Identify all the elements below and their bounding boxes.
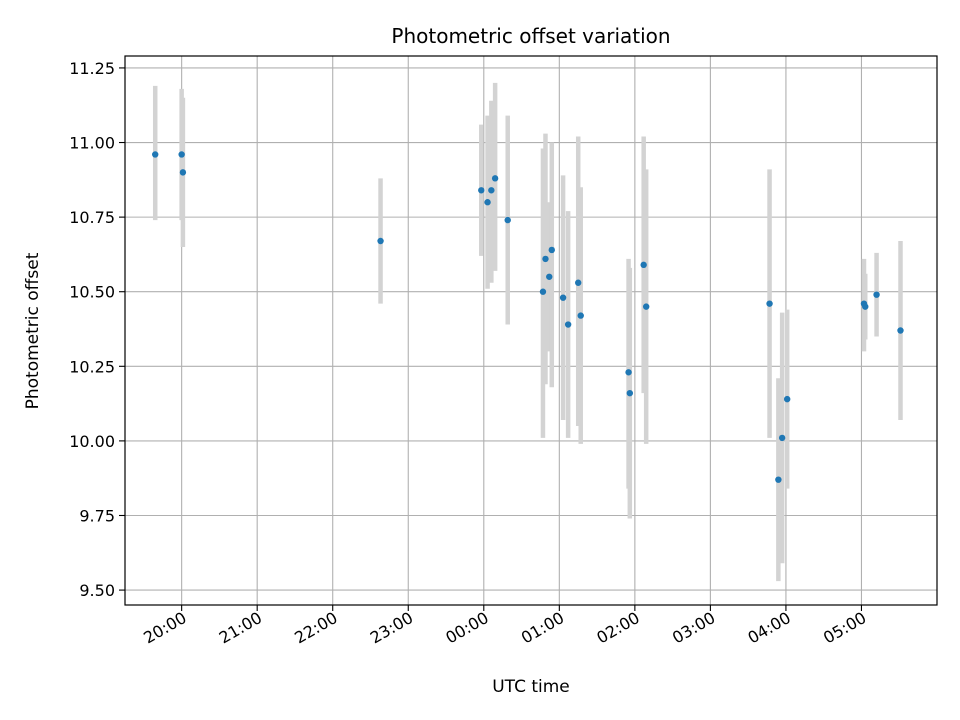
data-point — [484, 199, 491, 206]
data-point — [783, 395, 791, 403]
y-tick-label: 10.25 — [69, 357, 115, 376]
data-point — [766, 300, 773, 307]
data-point — [897, 327, 904, 334]
data-point — [152, 151, 159, 158]
data-point — [625, 369, 632, 376]
chart-title: Photometric offset variation — [391, 24, 670, 48]
data-point — [179, 169, 187, 176]
data-point — [642, 303, 650, 310]
data-point — [577, 312, 584, 319]
data-point — [640, 261, 647, 269]
data-point — [778, 434, 786, 442]
data-point — [377, 237, 384, 245]
y-tick-label: 10.00 — [69, 432, 115, 451]
plot-frame — [124, 55, 938, 606]
data-point — [548, 246, 555, 254]
data-point — [178, 151, 185, 158]
data-point — [775, 476, 782, 483]
data-point — [546, 273, 553, 280]
data-point — [564, 321, 572, 328]
data-point — [559, 294, 567, 301]
data-point — [873, 291, 880, 298]
grid — [125, 56, 937, 605]
y-tick-label: 10.50 — [69, 283, 115, 302]
data-point — [478, 187, 485, 194]
y-tick-label: 11.25 — [69, 59, 115, 78]
y-tick-label: 11.00 — [69, 134, 115, 153]
y-axis: 9.50 9.75 10.00 10.25 10.50 10.75 11.00 11.25 — [69, 59, 125, 600]
y-tick-label: 9.75 — [79, 506, 115, 525]
data-point — [491, 175, 499, 182]
data-point — [504, 216, 511, 224]
x-axis-label: UTC time — [492, 677, 570, 697]
data-point — [862, 303, 869, 310]
y-tick-label: 10.75 — [69, 208, 115, 227]
y-tick-label: 9.50 — [79, 581, 115, 600]
data-point — [575, 279, 582, 286]
y-axis-label: Photometric offset — [23, 252, 43, 409]
data-point — [539, 288, 547, 295]
data-points — [152, 151, 904, 483]
data-point — [488, 187, 495, 194]
data-point — [626, 389, 634, 397]
data-point — [542, 255, 549, 263]
